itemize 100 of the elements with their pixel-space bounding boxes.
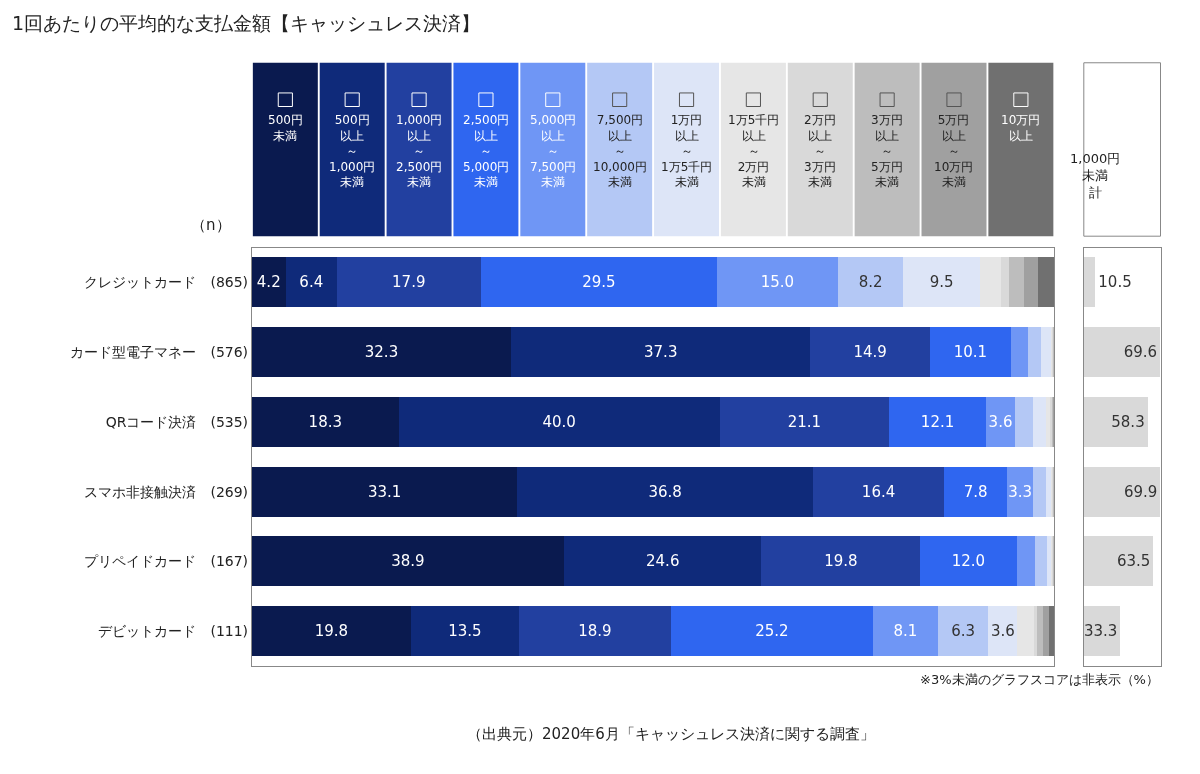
bar bbox=[1010, 327, 1028, 378]
bar bbox=[889, 396, 987, 447]
bar bbox=[336, 257, 481, 308]
bar bbox=[1027, 327, 1041, 378]
legend-label: 7,500円以上～10,000円未満 bbox=[593, 113, 647, 190]
data-label: 32.3 bbox=[364, 343, 399, 362]
data-label: 36.8 bbox=[648, 482, 682, 501]
legend-label: 500円以上～1,000円未満 bbox=[329, 113, 376, 190]
data-label: 6.3 bbox=[951, 622, 976, 641]
y-tick-label: カード型電子マネー (576) bbox=[70, 344, 249, 361]
bar bbox=[1083, 466, 1161, 517]
bar bbox=[1033, 466, 1047, 517]
data-label: 25.2 bbox=[755, 622, 789, 641]
bar bbox=[1043, 606, 1049, 657]
bar bbox=[410, 606, 520, 657]
bar bbox=[1046, 396, 1051, 447]
y-tick-label: クレジットカード (865) bbox=[84, 274, 249, 291]
bar bbox=[1023, 257, 1039, 308]
text: （n） bbox=[191, 216, 231, 234]
y-tick-label: プリペイドカード (167) bbox=[84, 553, 249, 570]
data-label: 13.5 bbox=[448, 622, 482, 641]
legend-label: 10万円以上 bbox=[1001, 113, 1041, 143]
data-label: 69.6 bbox=[1123, 343, 1158, 362]
bar bbox=[1000, 257, 1010, 308]
data-label: 24.6 bbox=[646, 552, 680, 571]
bar bbox=[1037, 606, 1044, 657]
bar bbox=[670, 606, 873, 657]
legend-label: 3万円以上～5万円未満 bbox=[871, 113, 903, 190]
y-tick-label: QRコード決済 (535) bbox=[105, 413, 249, 430]
data-label: 4.2 bbox=[256, 273, 281, 292]
bar bbox=[251, 327, 512, 378]
data-label: 3.3 bbox=[1008, 482, 1033, 501]
data-label: 33.1 bbox=[367, 482, 402, 501]
bar bbox=[1034, 606, 1038, 657]
data-label: 63.5 bbox=[1116, 552, 1151, 571]
bar bbox=[937, 606, 989, 657]
data-label: 40.0 bbox=[542, 412, 576, 431]
bar bbox=[988, 606, 1018, 657]
data-label: 12.1 bbox=[920, 412, 955, 431]
data-label: 33.3 bbox=[1083, 622, 1118, 641]
data-label: 38.9 bbox=[391, 552, 425, 571]
data-label: 3.6 bbox=[991, 622, 1015, 641]
bar bbox=[1040, 327, 1052, 378]
bar bbox=[1038, 257, 1055, 308]
legend-label: 1,000円以上～2,500円未満 bbox=[396, 113, 443, 190]
data-label: 8.2 bbox=[858, 273, 883, 292]
bar bbox=[1046, 466, 1052, 517]
data-label: 58.3 bbox=[1111, 412, 1145, 431]
text: ※3%未満のグラフスコアは非表示（%） bbox=[920, 672, 1159, 687]
bar bbox=[1009, 257, 1024, 308]
bar bbox=[837, 257, 904, 308]
bar bbox=[1083, 396, 1148, 447]
bar bbox=[761, 536, 921, 587]
data-label: 69.9 bbox=[1123, 482, 1158, 501]
data-label: 21.1 bbox=[787, 412, 822, 431]
bar bbox=[903, 257, 980, 308]
data-label: 12.0 bbox=[951, 552, 986, 571]
bar bbox=[517, 466, 813, 517]
chart-title: 1,000円未満計 bbox=[1070, 151, 1121, 200]
legend-label: 1万5千円以上～2万円未満 bbox=[728, 113, 780, 190]
data-label: 8.1 bbox=[893, 622, 918, 641]
bar bbox=[920, 536, 1017, 587]
bar bbox=[929, 327, 1011, 378]
bar bbox=[1014, 396, 1034, 447]
data-label: 14.9 bbox=[853, 343, 887, 362]
bar bbox=[812, 466, 945, 517]
bar bbox=[810, 327, 930, 378]
data-label: 9.5 bbox=[929, 273, 954, 292]
bar bbox=[480, 257, 718, 308]
bar bbox=[986, 396, 1015, 447]
bar bbox=[1083, 536, 1154, 587]
data-label: 10.1 bbox=[953, 343, 988, 362]
bar bbox=[719, 396, 890, 447]
bar bbox=[1035, 536, 1048, 587]
bar bbox=[717, 257, 838, 308]
bar bbox=[979, 257, 1001, 308]
bar bbox=[872, 606, 938, 657]
bar bbox=[251, 466, 518, 517]
data-label: 16.4 bbox=[861, 482, 896, 501]
legend-label: 5,000円以上～7,500円未満 bbox=[530, 113, 577, 190]
bar bbox=[1033, 396, 1047, 447]
bar bbox=[398, 396, 720, 447]
data-label: 18.3 bbox=[308, 412, 343, 431]
data-label: 10.5 bbox=[1098, 273, 1132, 292]
y-tick-label: デビットカード (111) bbox=[98, 623, 249, 640]
data-label: 3.6 bbox=[988, 412, 1013, 431]
data-label: 18.9 bbox=[578, 622, 612, 641]
bar bbox=[285, 257, 337, 308]
y-tick-label: スマホ非接触決済 (269) bbox=[84, 483, 249, 500]
bar bbox=[1083, 257, 1096, 308]
data-label: 7.8 bbox=[963, 482, 988, 501]
data-label: 29.5 bbox=[582, 273, 616, 292]
bar bbox=[564, 536, 762, 587]
bar bbox=[511, 327, 811, 378]
bar bbox=[1017, 606, 1035, 657]
bar bbox=[251, 257, 286, 308]
data-label: 17.9 bbox=[392, 273, 426, 292]
bar bbox=[1016, 536, 1036, 587]
legend-label: 2,500円以上～5,000円未満 bbox=[463, 113, 510, 190]
data-label: 6.4 bbox=[299, 273, 324, 292]
